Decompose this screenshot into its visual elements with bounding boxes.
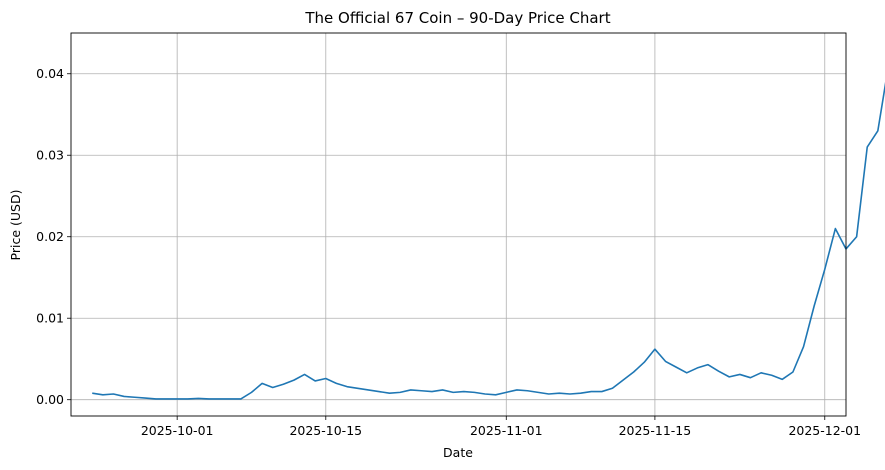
y-tick-label: 0.02 [36,229,64,244]
y-axis-label: Price (USD) [8,190,23,261]
x-tick-label: 2025-10-01 [141,423,214,438]
y-tick-label: 0.00 [36,392,64,407]
grid-lines [71,33,846,416]
x-tick-label: 2025-10-15 [289,423,362,438]
x-tick-label: 2025-11-15 [619,423,692,438]
price-series-line [92,81,885,400]
axis-ticks: 0.00 0.01 0.02 0.03 0.04 2025-10-01 2025-10-15… [36,66,861,438]
x-axis-label: Date [443,445,473,460]
y-tick-label: 0.04 [36,66,64,81]
y-tick-label: 0.01 [36,311,64,326]
plot-frame [70,32,847,417]
x-tick-label: 2025-11-01 [470,423,543,438]
chart-title: The Official 67 Coin – 90-Day Price Char… [304,9,610,27]
x-tick-label: 2025-12-01 [788,423,861,438]
y-tick-label: 0.03 [36,148,64,163]
data-series [92,81,885,400]
